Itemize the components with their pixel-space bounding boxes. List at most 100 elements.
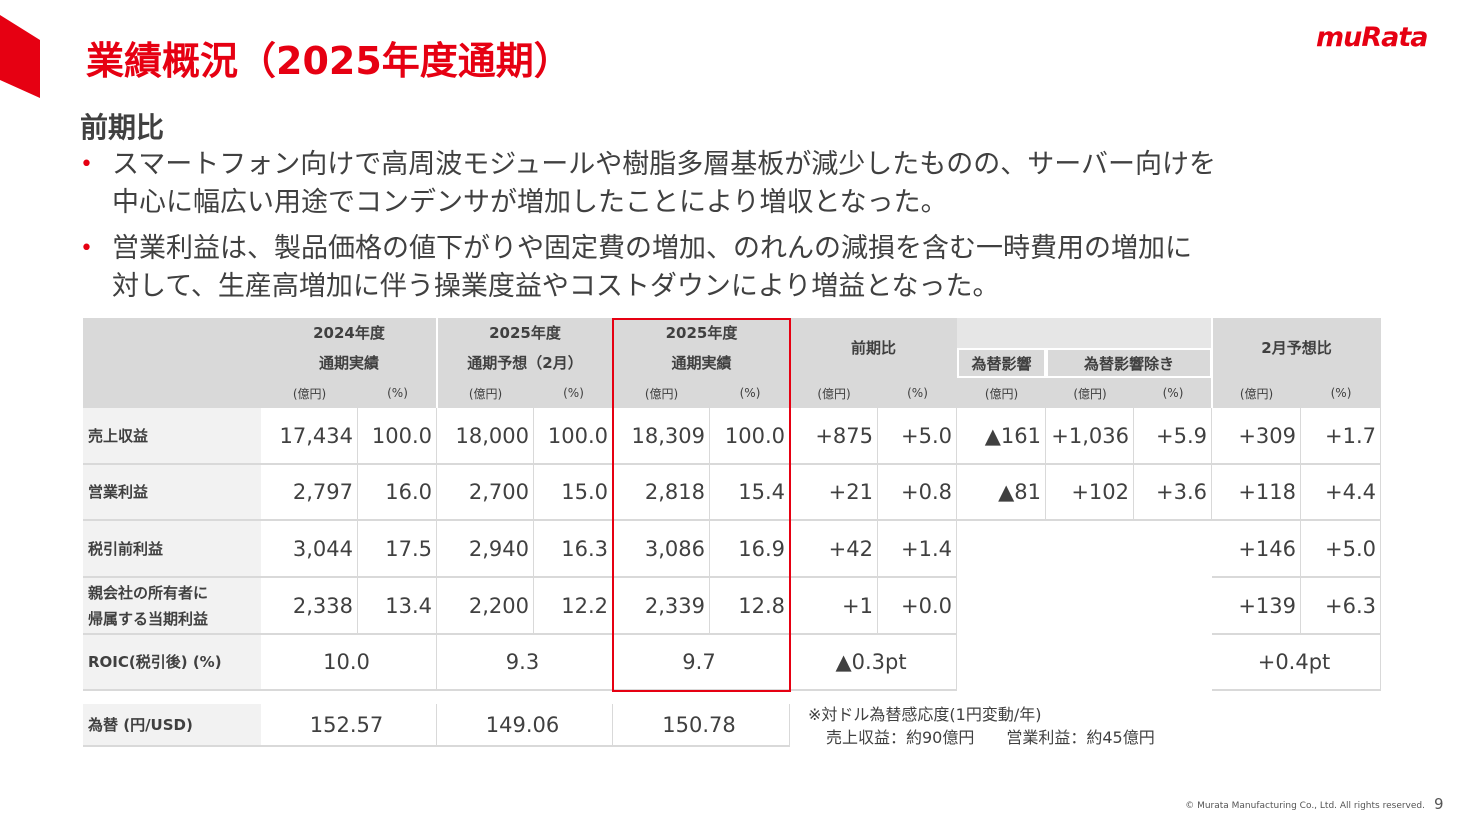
cell: 100.0: [534, 408, 613, 465]
sub-header: 為替影響: [957, 348, 1046, 378]
cell: 12.8: [710, 578, 790, 635]
cell: 16.3: [534, 521, 613, 578]
bullet-line: 中心に幅広い用途でコンデンサが増加したことにより増収となった。: [112, 187, 948, 218]
cell: 100.0: [358, 408, 437, 465]
column-header-line: 前期比: [850, 339, 896, 357]
cell: +21: [790, 465, 878, 521]
column-header: 2025年度通期予想（2月）: [437, 318, 613, 378]
column-header: 2025年度 通期実績: [613, 318, 790, 378]
cell: 18,000: [437, 408, 534, 465]
cell: +5.9: [1134, 408, 1212, 465]
row-label-text: ROIC(税引後) (%): [88, 653, 222, 671]
unit-label: (億円): [1073, 386, 1107, 401]
row-label: 営業利益: [83, 465, 261, 521]
bullet-dot: •: [80, 236, 93, 261]
bullet-list: • スマートフォン向けで高周波モジュールや樹脂多層基板が減少したものの、サーバー向…: [80, 146, 1216, 314]
highlight-frame: [612, 318, 791, 692]
cell: 2,818: [613, 465, 710, 521]
logo: muRata: [1316, 22, 1428, 53]
cell: +309: [1212, 408, 1301, 465]
cell: 150.78: [613, 704, 790, 747]
cell: 18,309: [613, 408, 710, 465]
bullet-line: 営業利益は、製品価格の値下がりや固定費の増加、のれんの減損を含む一時費用の増加に: [112, 233, 1192, 264]
column-header-line: 通期実績: [318, 354, 379, 372]
unit-label: (億円): [468, 386, 503, 401]
cell: +1,036: [1046, 408, 1134, 465]
unit-label: (%): [387, 386, 408, 400]
cell: 2,940: [437, 521, 534, 578]
row-label-text: 売上収益: [88, 426, 149, 445]
unit-label: (億円): [984, 386, 1019, 401]
title: 業績概況（2025年度通期）: [86, 39, 572, 83]
cell: +1.7: [1301, 408, 1381, 465]
column-header-line: 2025年度: [665, 324, 738, 342]
column-header-line: 通期実績: [671, 354, 732, 372]
unit-label: (億円): [1239, 386, 1274, 401]
unit-label: (億円): [292, 386, 327, 401]
cell: 3,044: [261, 521, 358, 578]
cell: ▲161: [957, 408, 1046, 465]
unit-label: (%): [563, 386, 584, 400]
note: ※対ドル為替感応度(1円変動/年) 売上収益：約90億円 営業利益：約45億円: [808, 703, 1155, 749]
cell: 16.0: [358, 465, 437, 521]
page-number: 9: [1434, 795, 1444, 813]
row-label-line: 親会社の所有者に: [88, 583, 209, 602]
cell: +5.0: [1301, 521, 1381, 578]
copyright: © Murata Manufacturing Co., Ltd. All rig…: [1185, 801, 1425, 811]
bullet-dot: •: [80, 152, 93, 177]
cell: +4.4: [1301, 465, 1381, 521]
cell: +5.0: [878, 408, 957, 465]
note-line: ※対ドル為替感応度(1円変動/年): [808, 705, 1042, 724]
column-header: 2024年度 通期実績: [261, 318, 437, 378]
cell: 10.0: [261, 635, 437, 691]
row-label-text: 税引前利益: [88, 539, 164, 558]
column-header-line: 通期予想（2月）: [467, 354, 583, 372]
column-header-line: 2024年度: [313, 324, 385, 342]
cell: 152.57: [261, 704, 437, 747]
header-divider: [436, 318, 438, 408]
cell: ▲0.3pt: [790, 635, 957, 691]
cell: +42: [790, 521, 878, 578]
cell: +3.6: [1134, 465, 1212, 521]
row-label: 税引前利益: [83, 521, 261, 578]
subtitle: 前期比: [80, 111, 165, 144]
unit-label: (%): [1162, 386, 1184, 400]
cell: +146: [1212, 521, 1301, 578]
cell: +0.0: [878, 578, 957, 635]
unit-label: (億円): [644, 386, 679, 401]
cell: 2,200: [437, 578, 534, 635]
column-header-line: 2025年度: [489, 324, 561, 342]
cell: +139: [1212, 578, 1301, 635]
cell: 17.5: [358, 521, 437, 578]
cell: 2,339: [613, 578, 710, 635]
cell: 13.4: [358, 578, 437, 635]
unit-label: (%): [907, 386, 928, 400]
bullet-item: • 営業利益は、製品価格の値下がりや固定費の増加、のれんの減損を含む一時費用の増加…: [80, 230, 1216, 306]
cell: +1: [790, 578, 878, 635]
bullet-line: スマートフォン向けで高周波モジュールや樹脂多層基板が減少したものの、サーバー向け…: [112, 149, 1217, 180]
header-bg-light: [957, 318, 1212, 348]
cell: +0.4pt: [1212, 635, 1381, 691]
row-label: 売上収益: [83, 408, 261, 465]
row-label: 為替 (円/USD): [83, 704, 261, 747]
header-divider: [1211, 318, 1213, 408]
unit-label: (%): [1330, 386, 1352, 400]
cell: 149.06: [437, 704, 613, 747]
column-header: 前期比: [790, 318, 957, 378]
column-header: 2月予想比: [1212, 318, 1381, 378]
unit-label: (%): [739, 386, 761, 400]
row-label-text: 為替 (円/USD): [88, 715, 193, 734]
cell: 17,434: [261, 408, 358, 465]
row-label: 親会社の所有者に 帰属する当期利益: [83, 578, 261, 635]
unit-label: (億円): [817, 386, 851, 401]
column-header-line: 2月予想比: [1261, 339, 1332, 357]
row-label-text: 営業利益: [88, 483, 149, 501]
cell: 12.2: [534, 578, 613, 635]
cell: 15.0: [534, 465, 613, 521]
cell: 2,338: [261, 578, 358, 635]
sub-header: 為替影響除き: [1046, 348, 1212, 378]
cell: +0.8: [878, 465, 957, 521]
cell: +1.4: [878, 521, 957, 578]
